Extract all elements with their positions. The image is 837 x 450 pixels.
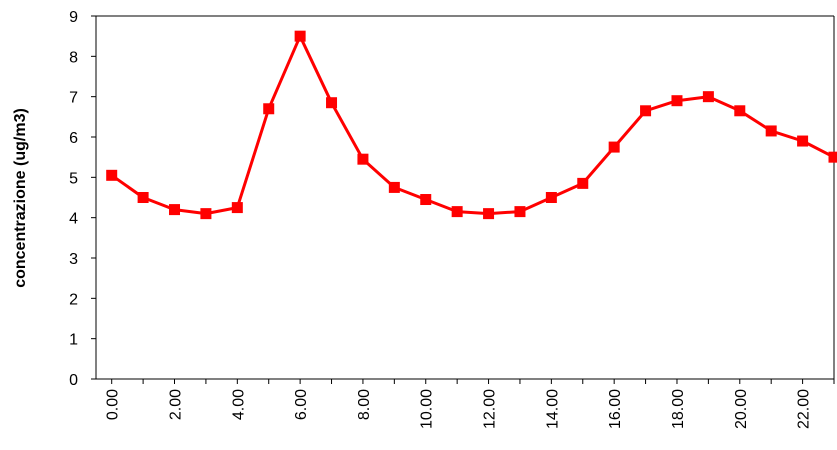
data-point <box>357 153 369 165</box>
y-tick-label: 5 <box>69 170 78 187</box>
data-point <box>828 151 837 163</box>
data-point <box>326 97 338 109</box>
y-tick-label: 1 <box>69 332 78 349</box>
data-point <box>200 208 212 220</box>
data-point <box>577 177 589 189</box>
x-tick-label: 22.00 <box>796 389 813 429</box>
data-point <box>483 208 495 220</box>
x-tick-label: 0.00 <box>105 389 122 420</box>
x-tick-label: 18.00 <box>670 389 687 429</box>
x-tick-label: 12.00 <box>482 389 499 429</box>
data-point <box>231 202 243 214</box>
y-tick-label: 8 <box>69 49 78 66</box>
data-point <box>420 194 432 206</box>
data-point <box>388 181 400 193</box>
y-tick-label: 2 <box>69 291 78 308</box>
y-tick-label: 4 <box>69 211 78 228</box>
x-tick-label: 2.00 <box>168 389 185 420</box>
y-tick-label: 3 <box>69 251 78 268</box>
data-point <box>734 105 746 117</box>
x-tick-label: 6.00 <box>293 389 310 420</box>
data-point <box>137 192 149 203</box>
x-tick-label: 8.00 <box>356 389 373 420</box>
data-point <box>765 125 777 137</box>
data-point <box>608 141 620 153</box>
data-point <box>671 95 683 107</box>
data-point <box>514 206 526 218</box>
x-tick-label: 4.00 <box>230 389 247 420</box>
data-point <box>545 192 557 203</box>
data-point <box>451 206 463 218</box>
series-line <box>110 34 836 216</box>
data-point <box>640 105 652 117</box>
y-tick-label: 6 <box>69 130 78 147</box>
data-point <box>294 30 306 42</box>
data-point <box>263 103 275 115</box>
x-tick-label: 16.00 <box>607 389 624 429</box>
plot-area: 0 1 2 3 4 5 6 7 8 9 0.00 2.00 4.00 6.00 8.00 10.00 12.00… <box>69 9 837 429</box>
y-tick-label: 0 <box>69 372 78 389</box>
y-tick-label: 9 <box>69 9 78 26</box>
x-tick-label: 14.00 <box>544 389 561 429</box>
data-point <box>169 204 181 216</box>
y-tick-label: 7 <box>69 90 78 107</box>
data-point <box>797 135 809 147</box>
y-axis-title: concentrazione (ug/m3) <box>12 108 29 288</box>
data-point <box>702 91 714 103</box>
x-tick-label: 10.00 <box>419 389 436 429</box>
x-tick-label: 20.00 <box>733 389 750 429</box>
data-point <box>106 169 118 181</box>
